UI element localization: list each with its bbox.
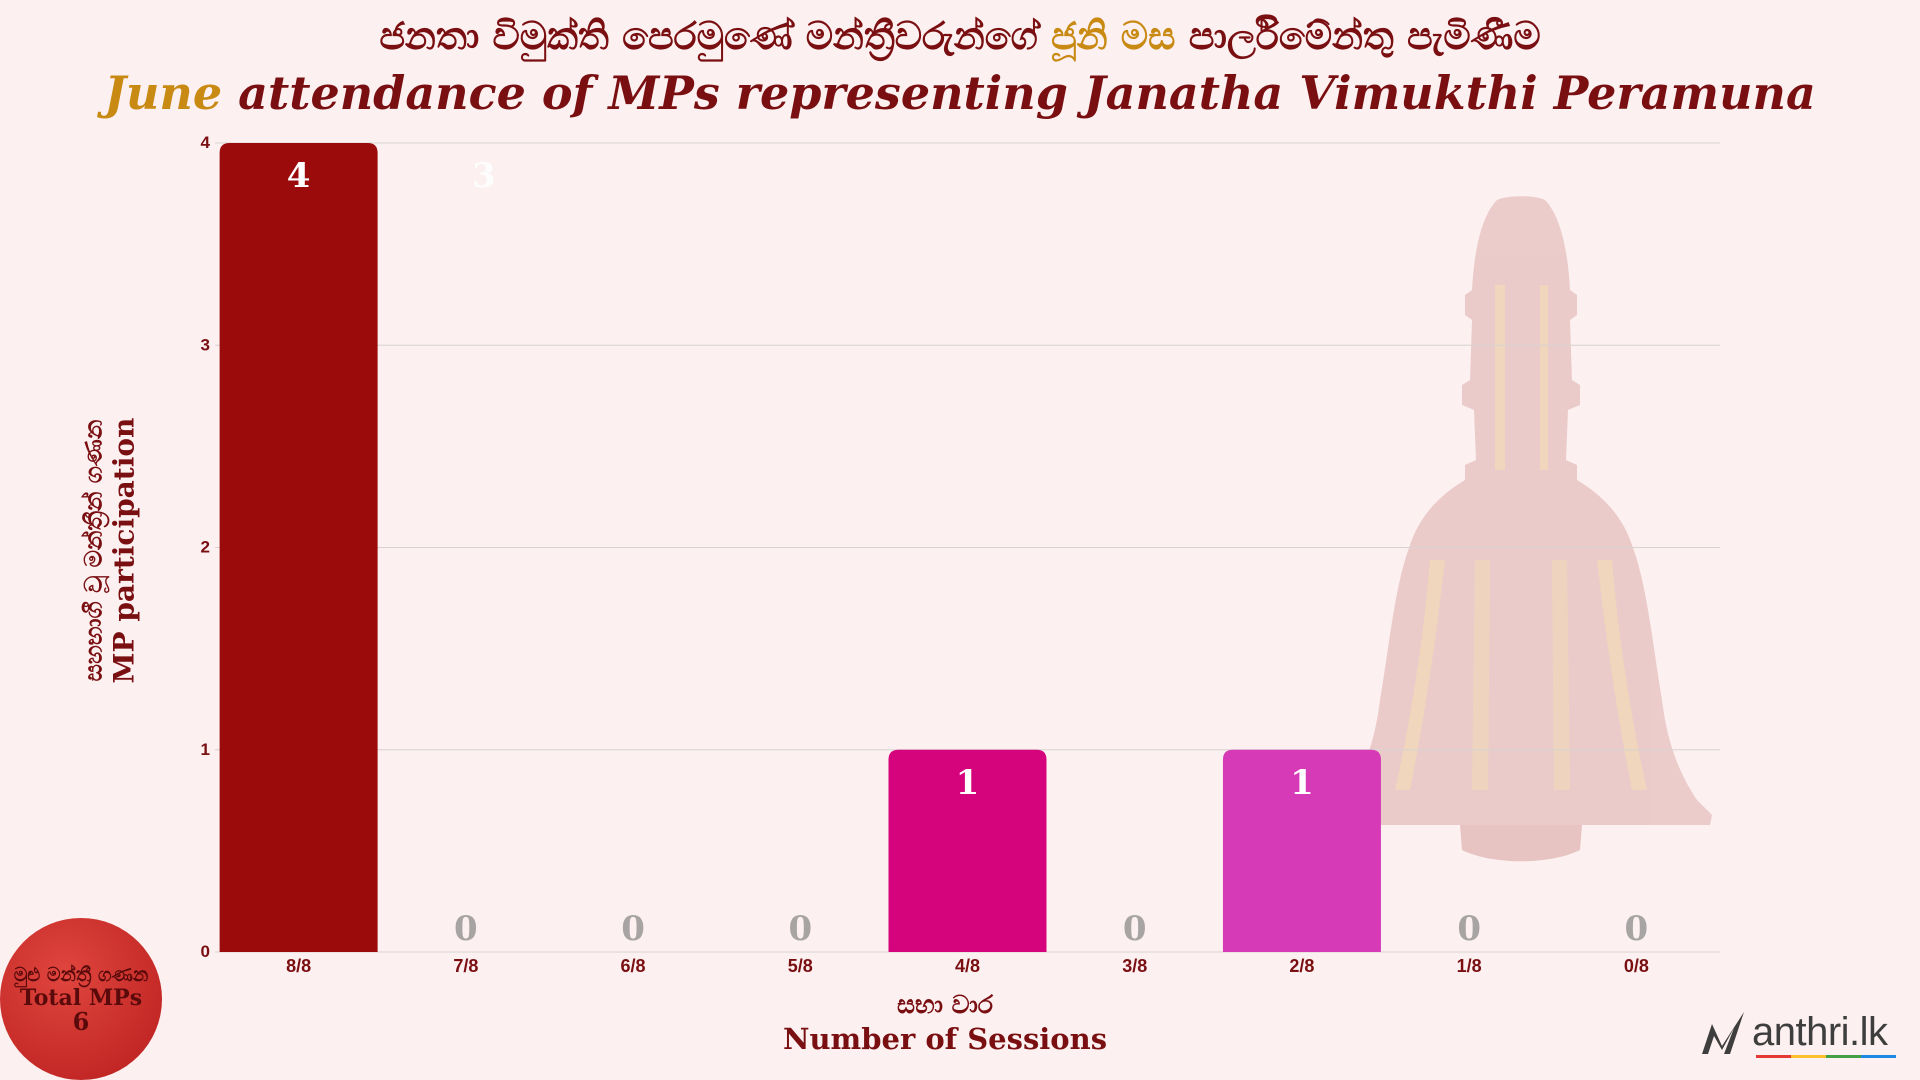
data-label: 0 — [1625, 909, 1649, 949]
data-label: 4 — [287, 156, 311, 196]
bars — [219, 143, 1381, 952]
x-tick-labels: 8/8 7/8 6/8 5/8 4/8 3/8 2/8 1/8 0/8 — [286, 956, 1649, 976]
total-mps-value: 6 — [72, 1007, 90, 1036]
data-label: 0 — [454, 909, 478, 949]
y-axis-label-english: MP participation — [107, 417, 141, 684]
y-tick-label: 3 — [201, 335, 210, 354]
x-tick-label: 8/8 — [286, 956, 311, 976]
title-sinhala: ජනතා විමුක්ති පෙරමුණේ මන්ත්‍රීවරුන්ගේ ජූ… — [0, 14, 1920, 59]
title-english-highlight: June — [104, 66, 223, 120]
title-sinhala-before: ජනතා විමුක්ති පෙරමුණේ මන්ත්‍රීවරුන්ගේ — [379, 14, 1051, 58]
x-tick-label: 0/8 — [1624, 956, 1649, 976]
y-axis-label: සහභාගී වූ මන්ත්‍රීන් ගණන MP participatio… — [80, 321, 141, 781]
x-axis-label-english: Number of Sessions — [782, 1022, 1108, 1056]
x-tick-label: 2/8 — [1289, 956, 1314, 976]
y-tick-labels: 0 1 2 3 4 — [201, 133, 211, 961]
x-tick-label: 4/8 — [955, 956, 980, 976]
title-english: June attendance of MPs representing Jana… — [0, 66, 1920, 120]
checkmark-m-icon — [1702, 1012, 1744, 1054]
bar — [888, 749, 1047, 952]
data-labels: 4 0 0 0 1 0 1 0 0 3 — [287, 156, 1648, 949]
title-sinhala-highlight: ජූනි මස — [1051, 14, 1176, 58]
y-tick-label: 0 — [201, 942, 210, 961]
data-label: 0 — [1457, 909, 1481, 949]
title-english-rest: attendance of MPs representing Janatha V… — [222, 66, 1816, 120]
x-axis-label: සභා වාර Number of Sessions — [645, 990, 1245, 1056]
total-mps-label-english: Total MPs — [19, 985, 143, 1011]
data-label: 1 — [1290, 763, 1314, 803]
data-label: 0 — [1123, 909, 1147, 949]
x-tick-label: 5/8 — [788, 956, 813, 976]
bell-watermark-icon — [1330, 196, 1712, 862]
x-tick-label: 3/8 — [1122, 956, 1147, 976]
manthri-logo[interactable]: anthri.lk — [1700, 1010, 1900, 1060]
title-sinhala-after: පාර්ලිමේන්තු පැමිණීම — [1175, 14, 1541, 58]
x-tick-label: 1/8 — [1457, 956, 1482, 976]
data-label: 0 — [621, 909, 645, 949]
y-tick-label: 4 — [201, 133, 211, 152]
logo-text: anthri.lk — [1752, 1010, 1888, 1054]
x-tick-label: 6/8 — [621, 956, 646, 976]
data-label: 0 — [788, 909, 812, 949]
data-label: 1 — [956, 763, 980, 803]
x-axis-label-sinhala: සභා වාර — [897, 990, 993, 1019]
x-tick-label: 7/8 — [453, 956, 478, 976]
total-mps-label-sinhala: මුළු මන්ත්‍රී ගණන — [13, 964, 149, 986]
bar — [1222, 749, 1381, 952]
y-tick-label: 2 — [201, 538, 210, 557]
ghost-data-label: 3 — [472, 156, 496, 196]
bar — [219, 143, 378, 952]
y-tick-label: 1 — [201, 740, 210, 759]
total-mps-badge: මුළු මන්ත්‍රී ගණන Total MPs 6 — [0, 918, 162, 1080]
y-axis-label-sinhala: සහභාගී වූ මන්ත්‍රීන් ගණන — [79, 419, 108, 682]
logo-underline — [1756, 1055, 1896, 1058]
